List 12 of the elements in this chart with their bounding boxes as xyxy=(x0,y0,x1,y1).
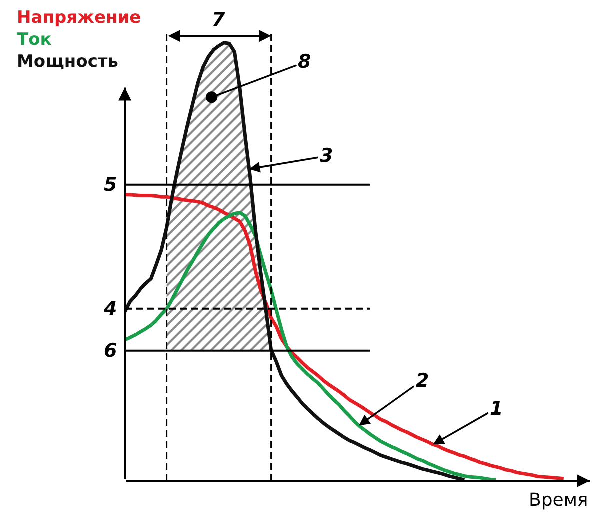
text: 5 xyxy=(104,174,118,196)
text: 4 xyxy=(103,298,118,320)
text: 7 xyxy=(212,9,226,31)
text: 6 xyxy=(104,340,118,362)
annotation: 1 xyxy=(490,398,504,420)
annotation: 2 xyxy=(416,370,430,392)
text: Ток xyxy=(17,30,52,50)
annotation: 8 xyxy=(298,51,312,73)
annotation: 3 xyxy=(320,145,334,167)
x-axis-title: Время xyxy=(529,490,588,511)
text: Мощность xyxy=(17,52,118,72)
text: Напряжение xyxy=(17,8,142,28)
